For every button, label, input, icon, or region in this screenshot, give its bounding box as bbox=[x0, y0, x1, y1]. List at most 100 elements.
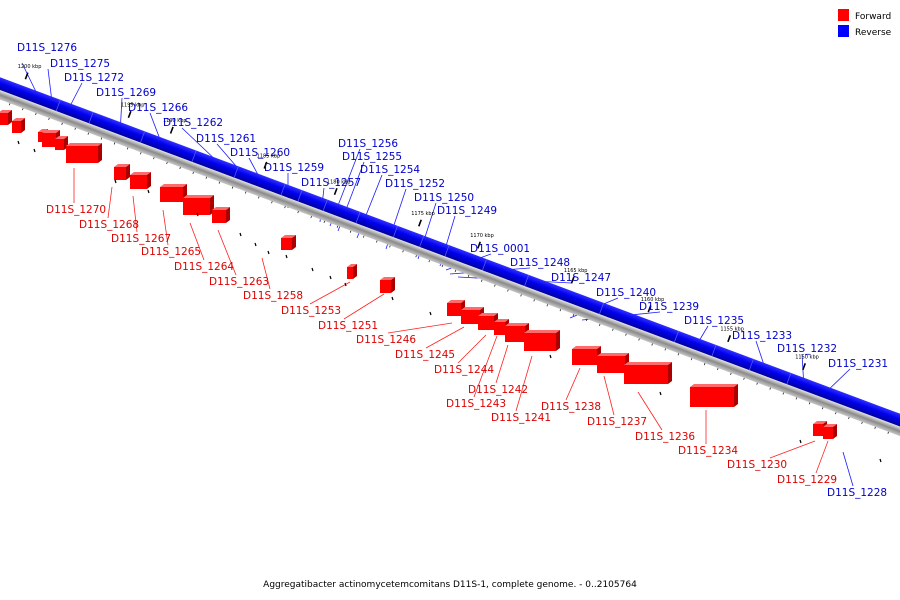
lane-mark bbox=[329, 275, 332, 280]
forward-leader-line bbox=[343, 293, 385, 320]
forward-gene-label[interactable]: D11S_1238 bbox=[541, 401, 601, 413]
forward-gene-top bbox=[624, 362, 672, 365]
forward-gene-label[interactable]: D11S_1244 bbox=[434, 364, 494, 376]
forward-gene-label[interactable]: D11S_1264 bbox=[174, 261, 234, 273]
minor-tick bbox=[113, 142, 116, 145]
forward-gene bbox=[447, 303, 461, 316]
reverse-gene-label[interactable]: D11S_1228 bbox=[827, 487, 887, 499]
reverse-gene-label[interactable]: D11S_1255 bbox=[342, 151, 402, 163]
lane-mark bbox=[254, 242, 257, 247]
reverse-gene-boundary bbox=[55, 99, 61, 112]
forward-gene bbox=[347, 267, 353, 279]
reverse-gene-label[interactable]: D11S_1247 bbox=[551, 272, 611, 284]
reverse-gene-boundary bbox=[355, 211, 361, 224]
minor-tick bbox=[179, 166, 181, 170]
forward-gene-label[interactable]: D11S_1265 bbox=[141, 246, 201, 258]
forward-gene-label[interactable]: D11S_1243 bbox=[446, 398, 506, 410]
reverse-gene-label[interactable]: D11S_1248 bbox=[510, 257, 570, 269]
reverse-gene-boundary bbox=[297, 190, 303, 202]
forward-gene-label[interactable]: D11S_1263 bbox=[209, 276, 269, 288]
reverse-gene-label[interactable]: D11S_1231 bbox=[828, 358, 888, 370]
forward-gene-label[interactable]: D11S_1229 bbox=[777, 474, 837, 486]
forward-gene bbox=[572, 349, 597, 365]
reverse-gene-label[interactable]: D11S_1252 bbox=[385, 178, 445, 190]
forward-leader-line bbox=[457, 334, 487, 364]
reverse-gene-label[interactable]: D11S_1249 bbox=[437, 205, 497, 217]
minor-tick bbox=[428, 260, 430, 263]
minor-tick bbox=[336, 225, 339, 228]
forward-gene-top bbox=[597, 353, 629, 356]
forward-gene-label[interactable]: D11S_1251 bbox=[318, 320, 378, 332]
reverse-gene-label[interactable]: D11S_1232 bbox=[777, 343, 837, 355]
reverse-gene-label[interactable]: D11S_1261 bbox=[196, 133, 256, 145]
reverse-gene-label[interactable]: D11S_1250 bbox=[414, 192, 474, 204]
forward-gene-label[interactable]: D11S_1236 bbox=[635, 431, 695, 443]
reverse-gene-boundary bbox=[322, 199, 328, 211]
reverse-gene-label[interactable]: D11S_1262 bbox=[163, 117, 223, 129]
forward-gene bbox=[813, 424, 823, 436]
scale-tick bbox=[418, 219, 422, 227]
forward-gene-label[interactable]: D11S_1267 bbox=[111, 233, 171, 245]
lane-mark bbox=[285, 254, 288, 259]
forward-gene-label[interactable]: D11S_1242 bbox=[468, 384, 528, 396]
reverse-gene-label[interactable]: D11S_1272 bbox=[64, 72, 124, 84]
lane-mark bbox=[147, 189, 150, 194]
minor-tick bbox=[35, 112, 37, 116]
forward-leader-line bbox=[387, 322, 453, 334]
forward-leader-line bbox=[309, 281, 351, 305]
scale-tick bbox=[647, 305, 652, 313]
minor-tick bbox=[258, 196, 260, 199]
forward-gene-top bbox=[505, 323, 529, 326]
forward-gene-label[interactable]: D11S_1230 bbox=[727, 459, 787, 471]
reverse-gene-label[interactable]: D11S_1275 bbox=[50, 58, 110, 70]
lane-mark bbox=[267, 250, 270, 255]
forward-gene bbox=[624, 365, 668, 384]
scale-tick-label: 1155 kbp bbox=[720, 327, 744, 333]
minor-tick bbox=[533, 299, 535, 302]
forward-gene-label[interactable]: D11S_1237 bbox=[587, 416, 647, 428]
forward-leader-line bbox=[495, 344, 509, 384]
reverse-gene-label[interactable]: D11S_1257 bbox=[301, 177, 361, 189]
minor-tick bbox=[271, 201, 273, 204]
reverse-gene-label[interactable]: D11S_0001 bbox=[470, 243, 530, 255]
forward-gene-side bbox=[833, 424, 837, 439]
reverse-gene-label[interactable]: D11S_1259 bbox=[264, 162, 324, 174]
reverse-gene-label[interactable]: D11S_1269 bbox=[96, 87, 156, 99]
forward-gene bbox=[38, 132, 44, 142]
minor-tick bbox=[703, 363, 706, 366]
forward-gene-label[interactable]: D11S_1253 bbox=[281, 305, 341, 317]
forward-gene bbox=[0, 113, 8, 125]
forward-gene-label[interactable]: D11S_1246 bbox=[356, 334, 416, 346]
forward-gene-label[interactable]: D11S_1258 bbox=[243, 290, 303, 302]
forward-gene-label[interactable]: D11S_1234 bbox=[678, 445, 738, 457]
forward-genes bbox=[0, 110, 882, 463]
minor-tick bbox=[153, 157, 155, 160]
forward-gene-label[interactable]: D11S_1268 bbox=[79, 219, 139, 231]
reverse-gene-label[interactable]: D11S_1233 bbox=[732, 330, 792, 342]
lane-mark bbox=[549, 354, 552, 359]
forward-gene-label[interactable]: D11S_1245 bbox=[395, 349, 455, 361]
forward-leader-line bbox=[815, 440, 829, 474]
reverse-gene-label[interactable]: D11S_1235 bbox=[684, 315, 744, 327]
reverse-gene-label[interactable]: D11S_1256 bbox=[338, 138, 398, 150]
reverse-gene-label[interactable]: D11S_1240 bbox=[596, 287, 656, 299]
forward-gene-top bbox=[447, 300, 465, 303]
scale-tick-label: 1200 kbp bbox=[18, 64, 42, 70]
scale-tick bbox=[24, 72, 29, 80]
minor-tick bbox=[717, 367, 719, 371]
forward-gene bbox=[114, 167, 126, 180]
reverse-gene-label[interactable]: D11S_1266 bbox=[128, 102, 188, 114]
minor-tick bbox=[821, 407, 824, 410]
forward-gene bbox=[42, 133, 56, 147]
reverse-gene-label[interactable]: D11S_1239 bbox=[639, 301, 699, 313]
forward-leader-line bbox=[132, 195, 138, 233]
forward-gene-label[interactable]: D11S_1241 bbox=[491, 412, 551, 424]
forward-gene-label[interactable]: D11S_1270 bbox=[46, 204, 106, 216]
forward-swatch bbox=[838, 9, 849, 21]
reverse-gene-label[interactable]: D11S_1276 bbox=[17, 42, 77, 54]
minor-tick bbox=[349, 230, 352, 233]
scale-tick-label: 1165 kbp bbox=[564, 268, 588, 274]
reverse-gene-label[interactable]: D11S_1260 bbox=[230, 147, 290, 159]
reverse-gene-boundary bbox=[711, 344, 717, 357]
reverse-gene-label[interactable]: D11S_1254 bbox=[360, 164, 420, 176]
